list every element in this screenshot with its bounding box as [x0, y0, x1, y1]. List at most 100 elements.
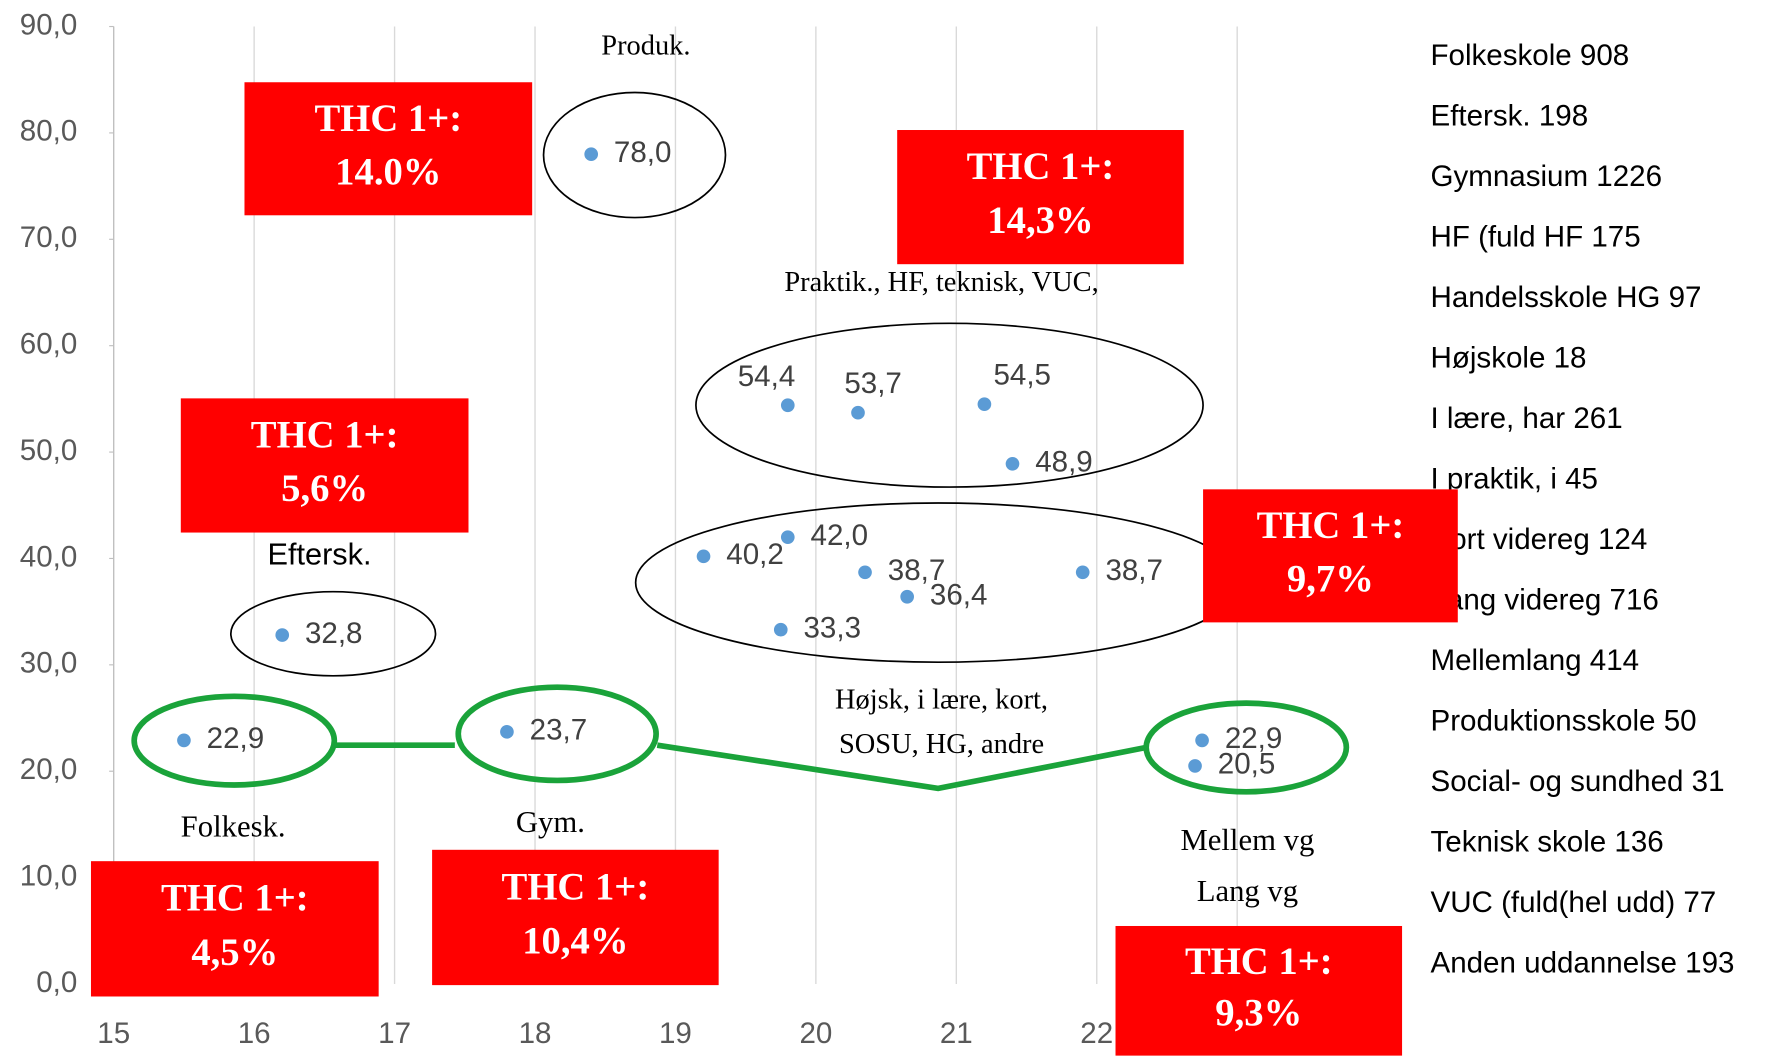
- box-text: THC 1+:: [967, 146, 1115, 188]
- side-label: Kort videreg 124: [1430, 523, 1647, 556]
- point: [1195, 733, 1209, 748]
- side-label: Lang videreg 716: [1430, 583, 1658, 616]
- y-tick-label: 0,0: [36, 966, 77, 999]
- green-ellipse: [455, 684, 659, 784]
- point: [858, 565, 872, 580]
- value-label: 78,0: [614, 136, 672, 169]
- box-text: 5,6%: [281, 468, 368, 510]
- point: [1005, 456, 1020, 471]
- red-box: [244, 82, 533, 216]
- cluster-ellipse: [229, 590, 437, 677]
- side-label: Folkeskole 908: [1430, 39, 1629, 72]
- annotation: SOSU, HG, andre: [839, 729, 1044, 760]
- value-label: 22,9: [207, 722, 265, 755]
- box-text: THC 1+:: [1257, 505, 1405, 547]
- point: [1188, 759, 1202, 773]
- value-label: 23,7: [530, 714, 588, 747]
- box-text: THC 1+:: [1185, 941, 1333, 983]
- annotation: Praktik., HF, teknisk, VUC,: [784, 267, 1098, 298]
- box-text: 9,3%: [1215, 993, 1302, 1035]
- box-text: 9,7%: [1287, 558, 1374, 600]
- y-tick-label: 30,0: [20, 647, 78, 680]
- x-tick-label: 21: [940, 1017, 973, 1050]
- value-label: 42,0: [811, 519, 869, 552]
- box-text: 4,5%: [191, 932, 278, 974]
- x-tick-label: 15: [97, 1017, 130, 1050]
- annotation: Gym.: [516, 805, 585, 839]
- point: [780, 530, 795, 544]
- point: [584, 147, 599, 162]
- y-tick-label: 50,0: [20, 434, 78, 467]
- box-text: THC 1+:: [502, 866, 650, 908]
- cluster-ellipse: [695, 322, 1204, 488]
- value-label: 38,7: [888, 554, 946, 587]
- x-tick-label: 22: [1080, 1017, 1113, 1050]
- annotation: Produk.: [601, 31, 690, 62]
- side-label: HF (fuld HF 175: [1430, 221, 1640, 254]
- green-links: [131, 684, 1350, 795]
- point: [177, 733, 191, 748]
- box-text: 10,4%: [522, 920, 628, 962]
- side-label: Gymnasium 1226: [1430, 160, 1662, 193]
- y-tick-label: 80,0: [20, 115, 78, 148]
- value-label: 22,9: [1225, 722, 1283, 755]
- value-label: 54,5: [993, 359, 1051, 392]
- side-label: Højskole 18: [1430, 342, 1586, 375]
- side-label: I praktik, i 45: [1430, 463, 1597, 496]
- side-label: Teknisk skole 136: [1430, 825, 1663, 858]
- x-tick-label: 18: [519, 1017, 552, 1050]
- red-box: [432, 849, 719, 986]
- side-label: Mellemlang 414: [1430, 644, 1639, 677]
- side-label: Handelsskole HG 97: [1430, 281, 1701, 314]
- annotation: Lang vg: [1197, 874, 1298, 908]
- cluster-ellipse: [542, 91, 727, 219]
- value-label: 54,4: [738, 360, 796, 393]
- annotation: Mellem vg: [1181, 823, 1315, 857]
- value-label: 38,7: [1105, 554, 1163, 587]
- red-box: [90, 861, 379, 997]
- annotation: Højsk, i lære, kort,: [835, 684, 1048, 715]
- box-text: THC 1+:: [161, 878, 309, 920]
- side-label: VUC (fuld(hel udd) 77: [1430, 886, 1716, 919]
- y-tick-label: 40,0: [20, 540, 78, 573]
- value-label: 48,9: [1035, 446, 1093, 479]
- side-label: Produktionsskole 50: [1430, 704, 1696, 737]
- annotation: Eftersk.: [268, 537, 372, 572]
- green-ellipse: [131, 693, 338, 788]
- red-box: [897, 130, 1184, 265]
- y-tick-label: 70,0: [20, 221, 78, 254]
- x-tick-label: 19: [659, 1017, 692, 1050]
- point: [275, 628, 290, 642]
- x-tick-label: 17: [378, 1017, 411, 1050]
- green-connector: [334, 742, 1147, 792]
- point: [900, 589, 914, 604]
- side-label: Eftersk. 198: [1430, 100, 1588, 133]
- value-label: 40,2: [726, 538, 784, 571]
- value-label: 36,4: [930, 579, 988, 612]
- side-label: Anden uddannelse 193: [1430, 946, 1734, 979]
- side-label: Social- og sundhed 31: [1430, 765, 1724, 798]
- box-text: 14,3%: [987, 200, 1093, 242]
- point: [851, 405, 865, 420]
- value-label: 32,8: [305, 617, 363, 650]
- red-box: [1115, 925, 1403, 1056]
- y-tick-label: 10,0: [20, 859, 78, 892]
- box-text: 14.0%: [335, 151, 441, 193]
- x-tick-label: 16: [238, 1017, 271, 1050]
- box-text: THC 1+:: [251, 414, 399, 456]
- point: [773, 622, 788, 637]
- x-tick-label: 20: [799, 1017, 832, 1050]
- point: [1075, 565, 1090, 580]
- box-text: THC 1+:: [314, 98, 462, 140]
- annotation: Folkesk.: [181, 809, 286, 843]
- point: [977, 397, 992, 412]
- value-label: 20,5: [1218, 748, 1276, 781]
- side-label: I lære, har 261: [1430, 402, 1622, 435]
- value-label: 53,7: [844, 367, 902, 400]
- point: [780, 398, 795, 413]
- value-label: 33,3: [804, 612, 862, 645]
- y-tick-label: 20,0: [20, 753, 78, 786]
- red-box: [1203, 489, 1458, 623]
- point: [500, 725, 514, 739]
